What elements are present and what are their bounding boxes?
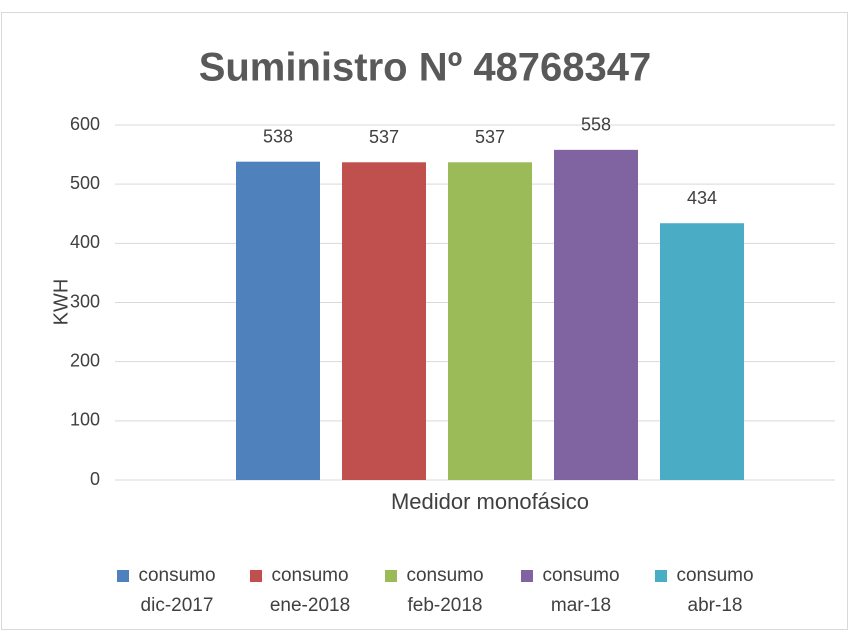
legend-label: consumo feb-2018 (406, 565, 484, 616)
y-axis-title: KWH (50, 279, 72, 326)
legend-label: consumo mar-18 (542, 565, 620, 616)
legend-label: consumo dic-2017 (138, 565, 216, 616)
y-tick-label: 600 (70, 114, 100, 134)
data-label: 434 (687, 188, 717, 208)
legend-label: consumo ene-2018 (269, 565, 351, 616)
y-tick-label: 300 (70, 291, 100, 311)
legend-item: consumo abr-18 (655, 561, 765, 621)
bar (448, 162, 532, 480)
legend-label: consumo abr-18 (676, 565, 754, 616)
data-label: 558 (581, 115, 611, 135)
y-tick-label: 100 (70, 410, 100, 430)
legend-item: consumo dic-2017 (117, 561, 227, 621)
data-label: 537 (475, 127, 505, 147)
y-tick-label: 0 (90, 469, 100, 489)
legend-swatch (655, 570, 667, 582)
legend-item: consumo mar-18 (521, 561, 631, 621)
chart-title: Suministro Nº 48768347 (199, 46, 652, 90)
bar (236, 161, 320, 480)
legend-item: consumo ene-2018 (250, 561, 360, 621)
y-tick-label: 400 (70, 232, 100, 252)
y-tick-label: 200 (70, 350, 100, 370)
legend-swatch (250, 570, 262, 582)
legend-swatch (117, 570, 129, 582)
bar (660, 223, 744, 480)
bar (342, 162, 426, 480)
y-tick-label: 500 (70, 173, 100, 193)
bar (554, 149, 638, 480)
legend-swatch (385, 570, 397, 582)
data-label: 537 (369, 127, 399, 147)
legend-item: consumo feb-2018 (385, 561, 495, 621)
data-label: 538 (263, 126, 293, 146)
legend-swatch (521, 570, 533, 582)
x-tick-label: Medidor monofásico (391, 489, 589, 514)
